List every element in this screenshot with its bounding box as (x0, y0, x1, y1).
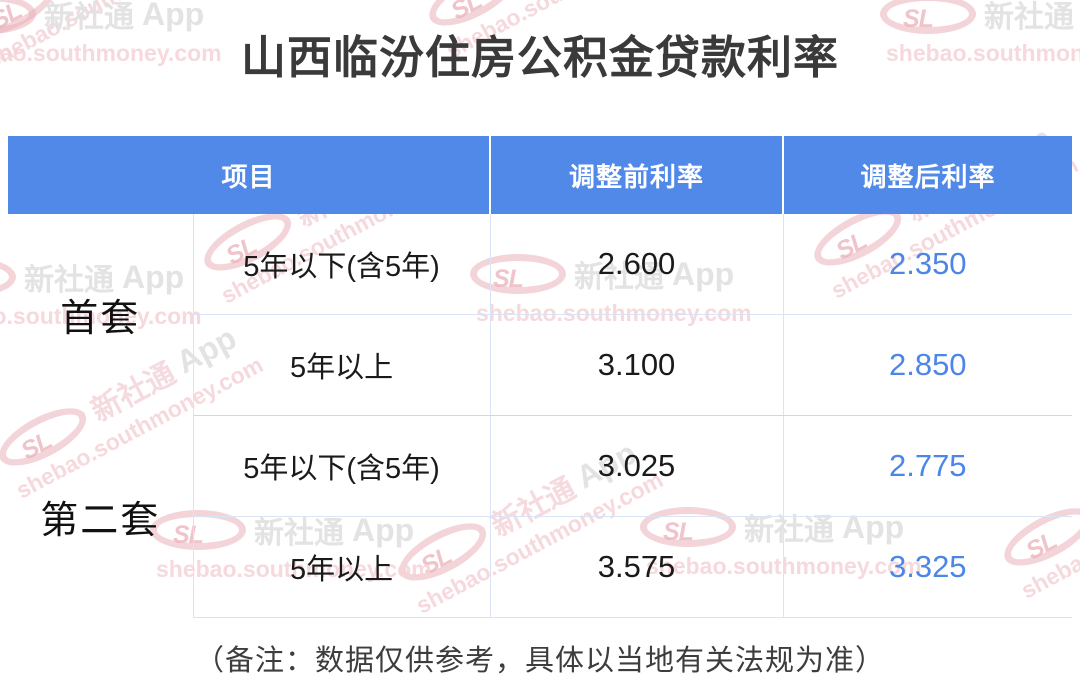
table-row: 5年以上 3.575 3.325 (8, 516, 1073, 618)
cell-item: 5年以上 (193, 516, 491, 618)
cell-after-rate: 2.850 (783, 314, 1073, 416)
column-header-item: 项目 (8, 136, 492, 214)
table-row: 首套 5年以下(含5年) 2.600 2.350 (8, 214, 1073, 416)
cell-item: 5年以上 (193, 314, 491, 416)
table-header: 项目 调整前利率 调整后利率 (8, 136, 1073, 214)
table-body: 首套 5年以下(含5年) 2.600 2.350 5年以上 3.100 2.85… (8, 214, 1073, 618)
cell-after-rate: 2.775 (783, 415, 1073, 517)
cell-before-rate: 2.600 (490, 214, 784, 315)
table-row: 第二套 5年以下(含5年) 3.025 2.775 (8, 415, 1073, 618)
cell-before-rate: 3.100 (490, 314, 784, 416)
column-header-before: 调整前利率 (490, 136, 785, 214)
cell-before-rate: 3.575 (490, 516, 784, 618)
cell-after-rate: 3.325 (783, 516, 1073, 618)
cell-before-rate: 3.025 (490, 415, 784, 517)
table-header-row: 项目 调整前利率 调整后利率 (8, 136, 1073, 214)
cell-after-rate: 2.350 (783, 214, 1073, 315)
cell-item: 5年以下(含5年) (193, 214, 491, 315)
column-header-after: 调整后利率 (783, 136, 1073, 214)
cell-item: 5年以下(含5年) (193, 415, 491, 517)
page-title: 山西临汾住房公积金贷款利率 (240, 32, 839, 83)
group-label-first: 首套 (8, 214, 194, 416)
rate-table: 项目 调整前利率 调整后利率 首套 5年以下(含5年) 2.600 2.350 … (8, 136, 1073, 618)
table-row: 5年以上 3.100 2.850 (8, 314, 1073, 416)
footer-note: （备注：数据仅供参考，具体以当地有关法规为准） (194, 645, 885, 677)
group-label-second: 第二套 (8, 415, 194, 618)
